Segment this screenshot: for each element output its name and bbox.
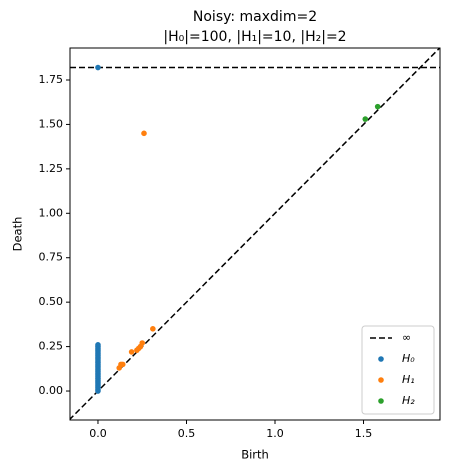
point	[95, 64, 101, 71]
y-axis-label: Death	[11, 217, 25, 252]
y-tick-label: 1.75	[39, 73, 64, 86]
x-axis-label: Birth	[241, 448, 269, 462]
x-tick-label: 0.0	[89, 427, 107, 440]
plot-frame	[69, 47, 441, 421]
point	[374, 103, 381, 110]
chart-subtitle: |H₀|=100, |H₁|=10, |H₂|=2	[163, 29, 346, 45]
legend-label: H₀	[402, 352, 415, 365]
point	[150, 326, 156, 332]
point	[119, 361, 126, 368]
chart-title: Noisy: maxdim=2	[193, 9, 317, 25]
y-tick-label: 0.25	[39, 340, 64, 353]
legend-label: H₂	[402, 394, 415, 407]
point	[362, 116, 369, 122]
x-tick-label: 1.0	[266, 427, 284, 440]
x-tick-label: 0.5	[178, 427, 196, 440]
point	[95, 342, 101, 348]
legend-key	[378, 356, 384, 362]
legend-label: ∞	[402, 331, 411, 344]
point	[134, 347, 140, 353]
plot-area	[70, 48, 440, 420]
legend-key	[378, 398, 384, 404]
diagonal	[70, 48, 440, 420]
y-tick-label: 1.50	[39, 117, 64, 130]
point	[128, 349, 135, 355]
y-tick-label: 1.25	[39, 162, 64, 175]
y-tick-label: 0.00	[39, 384, 64, 397]
legend-label: H₁	[402, 373, 415, 386]
x-tick-label: 1.5	[355, 427, 373, 440]
legend-box	[361, 325, 435, 415]
point	[116, 365, 123, 371]
legend-key	[378, 377, 384, 383]
y-tick-label: 0.50	[39, 295, 64, 308]
point	[141, 130, 147, 137]
y-tick-label: 1.00	[39, 206, 64, 219]
y-tick-label: 0.75	[39, 251, 64, 264]
